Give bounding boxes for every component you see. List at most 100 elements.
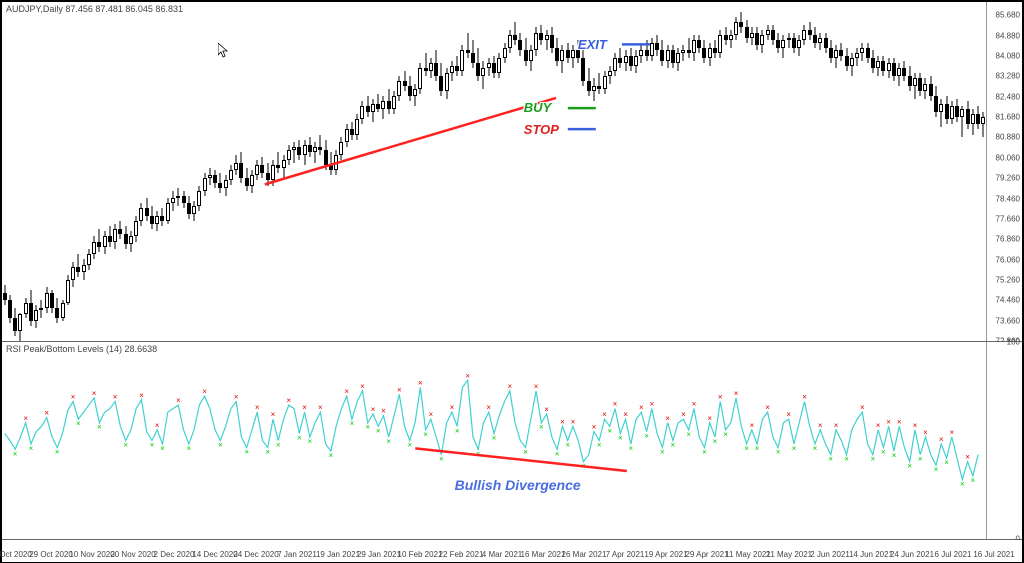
candle: [787, 2, 791, 341]
svg-text:×: ×: [886, 417, 891, 426]
svg-text:×: ×: [371, 405, 376, 414]
candle: [450, 2, 454, 341]
svg-text:×: ×: [418, 378, 423, 387]
candle: [939, 2, 943, 341]
candle: [776, 2, 780, 341]
candle: [687, 2, 691, 341]
svg-text:×: ×: [544, 405, 549, 414]
candle: [539, 2, 543, 341]
candle: [308, 2, 312, 341]
svg-text:×: ×: [844, 455, 849, 464]
candle: [929, 2, 933, 341]
candlestick-area[interactable]: [2, 2, 986, 341]
candle: [303, 2, 307, 341]
candle: [902, 2, 906, 341]
candle: [592, 2, 596, 341]
svg-text:×: ×: [297, 433, 302, 442]
x-axis-label: 29 Jan 2021: [357, 550, 401, 559]
y-axis-label: 74.460: [996, 296, 1020, 305]
svg-text:×: ×: [76, 419, 81, 428]
candle: [381, 2, 385, 341]
candle: [276, 2, 280, 341]
candle: [166, 2, 170, 341]
svg-text:×: ×: [734, 389, 739, 398]
svg-text:×: ×: [92, 389, 97, 398]
rsi-y-axis: 0100: [986, 342, 1022, 539]
svg-text:×: ×: [618, 433, 623, 442]
candle: [860, 2, 864, 341]
candle: [460, 2, 464, 341]
candle: [76, 2, 80, 341]
candle: [802, 2, 806, 341]
candle: [313, 2, 317, 341]
candle: [376, 2, 380, 341]
candle: [408, 2, 412, 341]
candle: [887, 2, 891, 341]
svg-text:×: ×: [592, 423, 597, 432]
chart-container: AUDJPY,Daily 87.456 87.481 86.045 86.831…: [0, 0, 1024, 563]
candle: [950, 2, 954, 341]
price-chart-panel[interactable]: AUDJPY,Daily 87.456 87.481 86.045 86.831…: [2, 2, 1022, 342]
candle: [624, 2, 628, 341]
candle: [676, 2, 680, 341]
svg-text:×: ×: [555, 449, 560, 458]
candle: [881, 2, 885, 341]
y-axis-label: 76.860: [996, 235, 1020, 244]
x-axis-label: 24 Jun 2021: [890, 550, 934, 559]
svg-text:×: ×: [234, 393, 239, 402]
candle: [960, 2, 964, 341]
x-axis-label: 6 Jul 2021: [935, 550, 972, 559]
candle: [571, 2, 575, 341]
svg-text:×: ×: [286, 396, 291, 405]
y-axis-label: 83.280: [996, 72, 1020, 81]
candle: [650, 2, 654, 341]
svg-text:×: ×: [55, 448, 60, 457]
candle: [124, 2, 128, 341]
candle: [508, 2, 512, 341]
svg-text:×: ×: [465, 371, 470, 380]
candle: [834, 2, 838, 341]
candle: [866, 2, 870, 341]
y-axis-label: 84.080: [996, 51, 1020, 60]
svg-text:×: ×: [755, 444, 760, 453]
x-axis-label: 21 May 2021: [766, 550, 812, 559]
svg-text:×: ×: [407, 440, 412, 449]
svg-text:×: ×: [186, 444, 191, 453]
candle: [581, 2, 585, 341]
svg-text:×: ×: [660, 448, 665, 457]
candle: [492, 2, 496, 341]
svg-text:×: ×: [360, 382, 365, 391]
svg-text:×: ×: [386, 437, 391, 446]
x-axis-label: 2 Jun 2021: [810, 550, 850, 559]
candle: [466, 2, 470, 341]
candle: [913, 2, 917, 341]
svg-text:×: ×: [97, 423, 102, 432]
candle: [129, 2, 133, 341]
buy-label: BUY: [524, 100, 551, 115]
candle: [481, 2, 485, 341]
candle: [876, 2, 880, 341]
rsi-indicator-panel[interactable]: RSI Peak/Bottom Levels (14) 28.6638 ××××…: [2, 342, 1022, 540]
x-axis-label: 14 Dec 2020: [192, 550, 237, 559]
candle: [918, 2, 922, 341]
candle: [613, 2, 617, 341]
candle: [55, 2, 59, 341]
candle: [18, 2, 22, 341]
candle: [97, 2, 101, 341]
exit-label: EXIT: [578, 37, 607, 52]
candle: [155, 2, 159, 341]
svg-text:×: ×: [818, 421, 823, 430]
x-axis-label: 29 Apr 2021: [685, 550, 728, 559]
x-axis-label: 10 Nov 2020: [69, 550, 114, 559]
candle: [439, 2, 443, 341]
candle: [476, 2, 480, 341]
candle: [250, 2, 254, 341]
bullish-divergence-label: Bullish Divergence: [455, 477, 581, 493]
candle: [87, 2, 91, 341]
candle: [139, 2, 143, 341]
candle: [792, 2, 796, 341]
candle: [171, 2, 175, 341]
x-axis-label: 22 Feb 2021: [439, 550, 484, 559]
y-axis-label: 73.660: [996, 316, 1020, 325]
svg-text:×: ×: [613, 400, 618, 409]
